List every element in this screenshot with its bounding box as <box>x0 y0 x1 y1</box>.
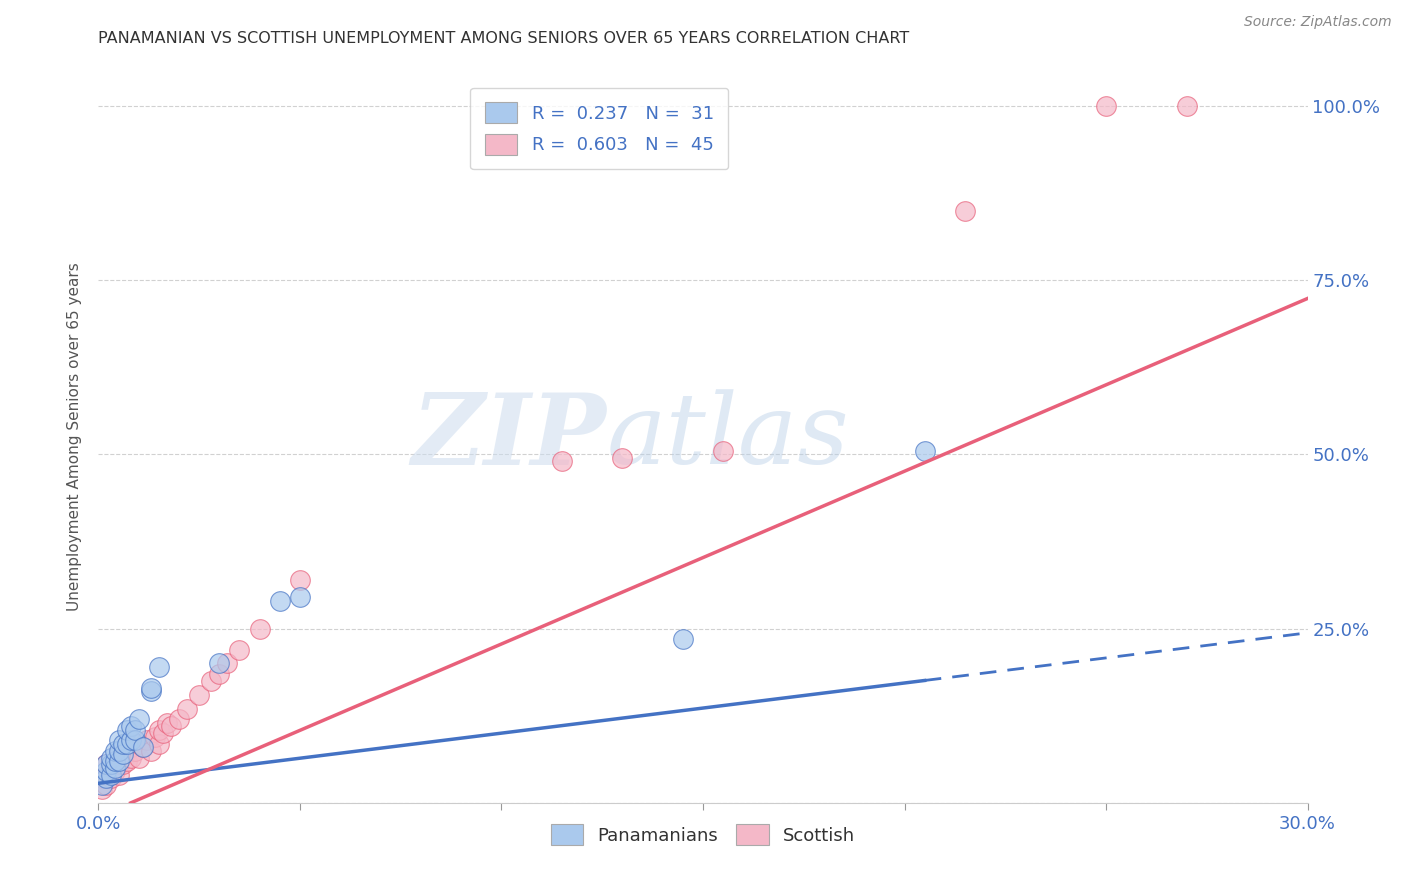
Point <box>953 203 976 218</box>
Point <box>100 772 122 786</box>
Point <box>100 757 122 772</box>
Point <box>1175 99 1198 113</box>
Point <box>103 761 125 775</box>
Point <box>1095 99 1118 113</box>
Point <box>107 733 129 747</box>
Point <box>115 737 138 751</box>
Point <box>148 723 170 737</box>
Point <box>914 444 936 458</box>
Point <box>103 754 125 768</box>
Point <box>100 768 122 782</box>
Point <box>96 764 118 779</box>
Point <box>96 772 118 786</box>
Point <box>269 594 291 608</box>
Point <box>120 750 142 764</box>
Point <box>132 740 155 755</box>
Point <box>111 747 134 761</box>
Point <box>612 450 634 465</box>
Point <box>100 750 122 764</box>
Point <box>188 688 211 702</box>
Point <box>135 733 157 747</box>
Point <box>200 673 222 688</box>
Point <box>148 737 170 751</box>
Point <box>711 444 734 458</box>
Point <box>91 778 114 792</box>
Point <box>208 667 231 681</box>
Point <box>111 757 134 772</box>
Point <box>103 754 125 768</box>
Point <box>107 757 129 772</box>
Point <box>96 778 118 792</box>
Point <box>124 733 146 747</box>
Point <box>672 632 695 646</box>
Point <box>288 573 311 587</box>
Point <box>551 454 574 468</box>
Point <box>128 712 150 726</box>
Y-axis label: Unemployment Among Seniors over 65 years: Unemployment Among Seniors over 65 years <box>67 263 83 611</box>
Point <box>115 723 138 737</box>
Point <box>107 747 129 761</box>
Point <box>91 781 114 796</box>
Point <box>107 768 129 782</box>
Point <box>208 657 231 671</box>
Point <box>217 657 239 671</box>
Point <box>107 754 129 768</box>
Point <box>139 681 162 695</box>
Point <box>288 591 311 605</box>
Point <box>139 684 162 698</box>
Point <box>139 743 162 757</box>
Point <box>115 754 138 768</box>
Point <box>103 743 125 757</box>
Point <box>96 757 118 772</box>
Point <box>148 660 170 674</box>
Point <box>120 733 142 747</box>
Point <box>115 743 138 757</box>
Point <box>143 730 166 744</box>
Point <box>111 737 134 751</box>
Legend: Panamanians, Scottish: Panamanians, Scottish <box>543 817 863 852</box>
Point <box>160 719 183 733</box>
Point <box>176 702 198 716</box>
Point <box>228 642 250 657</box>
Text: Source: ZipAtlas.com: Source: ZipAtlas.com <box>1244 15 1392 29</box>
Point <box>120 719 142 733</box>
Text: ZIP: ZIP <box>412 389 606 485</box>
Point <box>128 737 150 751</box>
Point <box>103 764 125 779</box>
Point <box>120 740 142 755</box>
Text: atlas: atlas <box>606 390 849 484</box>
Point <box>124 723 146 737</box>
Point <box>91 772 114 786</box>
Point <box>100 761 122 775</box>
Point <box>96 757 118 772</box>
Point <box>132 740 155 755</box>
Point <box>249 622 271 636</box>
Point <box>96 768 118 782</box>
Point <box>124 743 146 757</box>
Point <box>111 747 134 761</box>
Point <box>107 743 129 757</box>
Point <box>152 726 174 740</box>
Text: PANAMANIAN VS SCOTTISH UNEMPLOYMENT AMONG SENIORS OVER 65 YEARS CORRELATION CHAR: PANAMANIAN VS SCOTTISH UNEMPLOYMENT AMON… <box>98 31 910 46</box>
Point <box>128 750 150 764</box>
Point <box>167 712 190 726</box>
Point <box>156 715 179 730</box>
